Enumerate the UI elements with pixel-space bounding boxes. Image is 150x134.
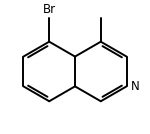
Text: Br: Br <box>43 3 56 16</box>
Text: N: N <box>130 80 139 93</box>
